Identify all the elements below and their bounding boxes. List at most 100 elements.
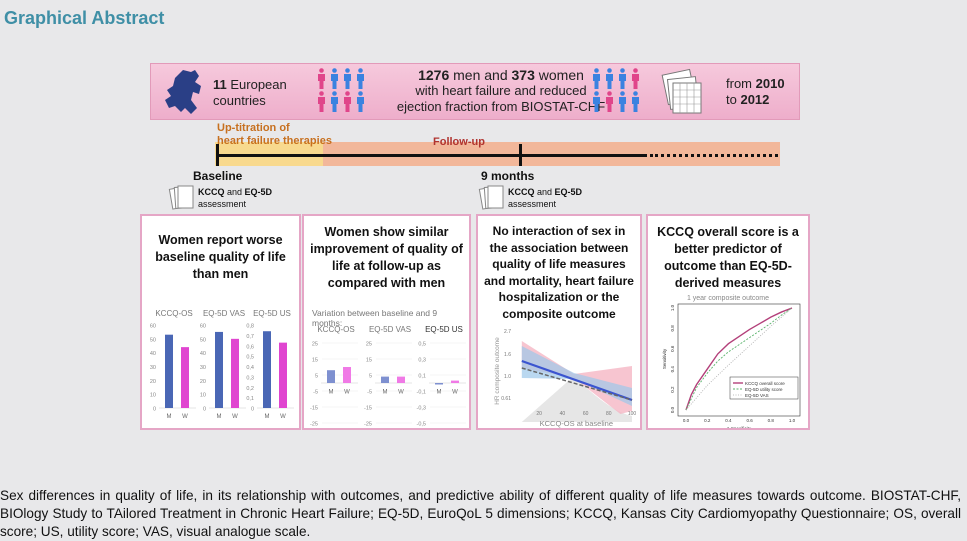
chart-title: 1 year composite outcome <box>687 295 769 302</box>
y-tick-label: 0,2 <box>246 386 254 392</box>
x-tick-label: W <box>232 414 238 420</box>
person-icon <box>344 91 351 112</box>
y-axis-label: Sensitivity <box>662 348 667 369</box>
y-axis-label: HR composite outcome <box>494 337 501 405</box>
y-tick-label: 0 <box>153 407 156 413</box>
x-tick-label: W <box>280 414 286 420</box>
person-icon <box>593 91 600 112</box>
legend-label: EQ-5D VAS <box>745 393 769 398</box>
y-tick-label: 40 <box>150 351 156 357</box>
page-title: Graphical Abstract <box>4 8 165 28</box>
y-tick-label: 60 <box>150 324 156 330</box>
person-icon <box>593 68 600 89</box>
line-men <box>521 359 633 402</box>
y-tick-label: 15 <box>312 358 318 364</box>
density-area <box>521 376 632 422</box>
variation-bar-chart: KCCQ-OS 25 15 5 -5 -15 -25 M W EQ-5D VAS 25 15 5 -5 -1… <box>310 325 466 428</box>
x-tick-label: 60 <box>583 411 589 417</box>
panel-title: KCCQ overall score is a better predictor… <box>657 225 799 290</box>
roc-curve-2 <box>685 307 793 411</box>
subchart-label: EQ-5D US <box>425 325 463 334</box>
subchart-label: KCCQ-OS <box>317 325 354 334</box>
people-icon-group <box>316 68 368 113</box>
followup-label: Follow-up <box>433 136 485 148</box>
y-tick-label: 20 <box>150 379 156 385</box>
x-axis-label: 1-Specificity <box>727 426 752 428</box>
x-tick-label: M <box>383 390 388 396</box>
bar-women <box>181 347 189 408</box>
y-tick-label: 15 <box>366 358 372 364</box>
subchart-label: EQ-5D US <box>253 309 291 318</box>
legend-label: EQ-5D utility score <box>745 387 783 392</box>
y-tick-label: 0,7 <box>246 334 254 340</box>
y-tick-label: -0,1 <box>417 390 426 396</box>
bar-men <box>165 334 173 408</box>
y-tick-label: 30 <box>200 365 206 371</box>
bar-men <box>435 383 443 385</box>
y-tick-label: 50 <box>200 337 206 343</box>
y-tick-label: 1.0 <box>504 374 511 380</box>
y-tick-label: 25 <box>312 342 318 348</box>
panel-interaction-sex: No interaction of sex in the association… <box>476 214 642 430</box>
y-tick-label: 40 <box>200 351 206 357</box>
documents-icon <box>478 185 504 210</box>
bar-women <box>397 376 405 383</box>
person-icon <box>331 91 338 112</box>
panel-kccq-predictor: KCCQ overall score is a better predictor… <box>646 214 810 430</box>
y-tick-label: 0.61 <box>501 396 511 402</box>
bar-women <box>343 367 351 383</box>
x-tick-label: W <box>398 390 404 396</box>
y-tick-label: 0,8 <box>246 324 254 330</box>
y-tick-label: 0,3 <box>418 358 426 364</box>
y-tick-label: 0.0 <box>670 406 675 413</box>
nine-months-label: 9 months <box>481 169 535 183</box>
followup-assessment-text: KCCQ and EQ-5D assessment <box>508 187 583 209</box>
person-icon <box>357 91 364 112</box>
timeline-line <box>217 154 647 157</box>
bar-women <box>231 338 239 408</box>
y-tick-label: 10 <box>150 393 156 399</box>
x-tick-label: M <box>167 414 172 420</box>
baseline-assessment-text: KCCQ and EQ-5D assessment <box>198 187 273 209</box>
y-tick-label: -5 <box>313 390 318 396</box>
europe-map-icon <box>165 70 201 114</box>
panel-title: No interaction of sex in the association… <box>484 224 634 321</box>
x-tick-label: W <box>452 390 458 396</box>
period-text: from 2010 to 2012 <box>726 76 785 107</box>
bar-men <box>263 331 271 408</box>
person-icon <box>619 68 626 89</box>
timeline-tick-baseline <box>216 144 219 166</box>
y-tick-label: 25 <box>366 342 372 348</box>
timeline-dotted-line <box>650 154 778 157</box>
bar-men <box>215 331 223 408</box>
person-icon <box>606 91 613 112</box>
y-tick-label: 0,5 <box>418 342 426 348</box>
x-tick-label: W <box>182 414 188 420</box>
baseline-label: Baseline <box>193 169 243 183</box>
x-tick-label: 0.4 <box>725 418 732 423</box>
x-tick-label: 80 <box>606 411 612 417</box>
x-axis-label: KCCQ-OS at baseline <box>540 419 613 428</box>
y-tick-label: 0,1 <box>246 396 254 402</box>
y-tick-label: -0,5 <box>417 422 426 428</box>
person-icon <box>632 68 639 89</box>
panel-title: Women show similar improvement of qualit… <box>310 225 463 290</box>
y-tick-label: 2.7 <box>504 329 511 335</box>
person-icon <box>606 68 613 89</box>
countries-text: 11 European countries <box>213 77 287 108</box>
bar-women <box>451 380 459 383</box>
y-tick-label: 20 <box>200 379 206 385</box>
y-tick-label: -15 <box>364 406 372 412</box>
y-tick-label: -25 <box>310 422 318 428</box>
study-banner: 11 European countries 1276 men and 373 w… <box>150 63 800 120</box>
calendar-icon <box>661 68 702 114</box>
subchart-label: KCCQ-OS <box>155 309 192 318</box>
hr-spline-chart: 2.7 1.6 1.0 0.61 20 40 60 80 100 KCCQ-OS at basel… <box>494 329 636 428</box>
x-tick-label: 40 <box>560 411 566 417</box>
y-tick-label: 0,3 <box>246 375 254 381</box>
person-icon <box>357 68 364 89</box>
y-tick-label: 0,6 <box>246 344 254 350</box>
x-tick-label: M <box>265 414 270 420</box>
people-icon-group <box>591 68 643 113</box>
y-tick-label: 5 <box>315 374 318 380</box>
